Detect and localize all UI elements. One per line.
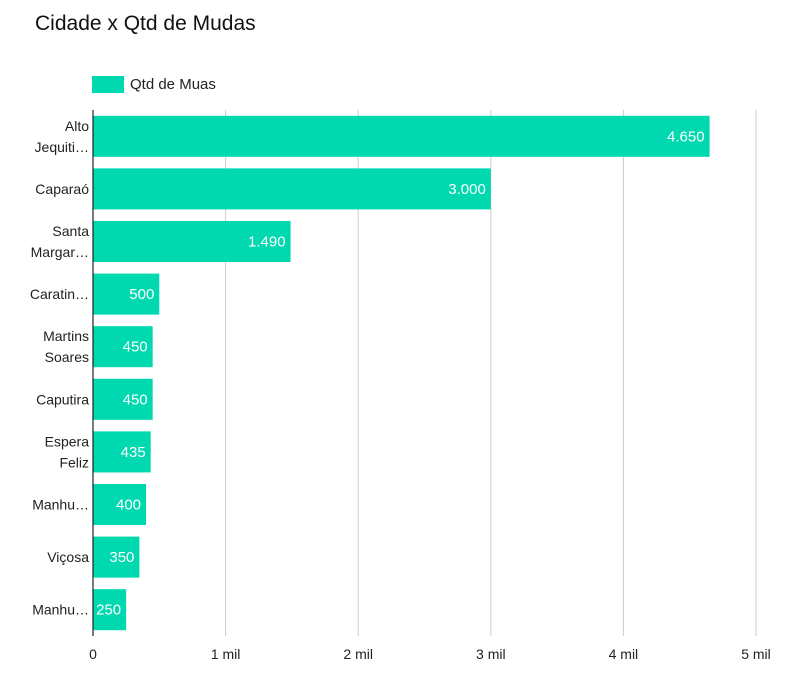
legend-label: Qtd de Muas: [130, 75, 216, 93]
bar: [93, 273, 160, 315]
bar: [93, 483, 147, 526]
x-tick-label: 5 mil: [741, 646, 771, 662]
chart-title: Cidade x Qtd de Mudas: [35, 12, 256, 35]
bar: [93, 326, 153, 368]
bar: [93, 168, 491, 210]
x-tick-label: 2 mil: [343, 646, 373, 662]
data-label: 435: [121, 444, 146, 461]
category-label: Caparaó: [35, 181, 89, 197]
data-label: 1.490: [248, 234, 286, 251]
data-label: 250: [96, 602, 121, 619]
data-label: 450: [123, 339, 148, 356]
category-label: Caputira: [36, 391, 89, 407]
x-tick-label: 1 mil: [211, 646, 241, 662]
data-label: 4.650: [667, 128, 705, 145]
bar: [93, 536, 140, 578]
bar: [93, 589, 127, 631]
category-label: Alto Jequiti…: [35, 118, 90, 155]
data-label: 3.000: [448, 181, 486, 198]
bar: [93, 115, 710, 157]
category-label: Martins Soares: [43, 328, 89, 365]
bar: [93, 378, 153, 420]
category-label: Caratin…: [30, 286, 89, 302]
category-label: Manhu…: [32, 602, 89, 618]
legend-swatch: [92, 75, 124, 93]
bar: [93, 431, 151, 473]
category-label: Viçosa: [47, 549, 89, 565]
category-label: Manhu…: [32, 497, 89, 513]
data-label: 450: [123, 391, 148, 408]
x-tick-label: 3 mil: [476, 646, 506, 662]
legend: Qtd de Muas: [92, 74, 216, 94]
data-label: 500: [129, 286, 154, 303]
category-label: Espera Feliz: [45, 433, 90, 470]
x-tick-label: 4 mil: [609, 646, 639, 662]
data-label: 350: [109, 549, 134, 566]
category-label: Santa Margar…: [31, 223, 90, 260]
x-tick-label: 0: [89, 646, 97, 662]
data-label: 400: [116, 497, 141, 514]
bar: [93, 220, 291, 263]
